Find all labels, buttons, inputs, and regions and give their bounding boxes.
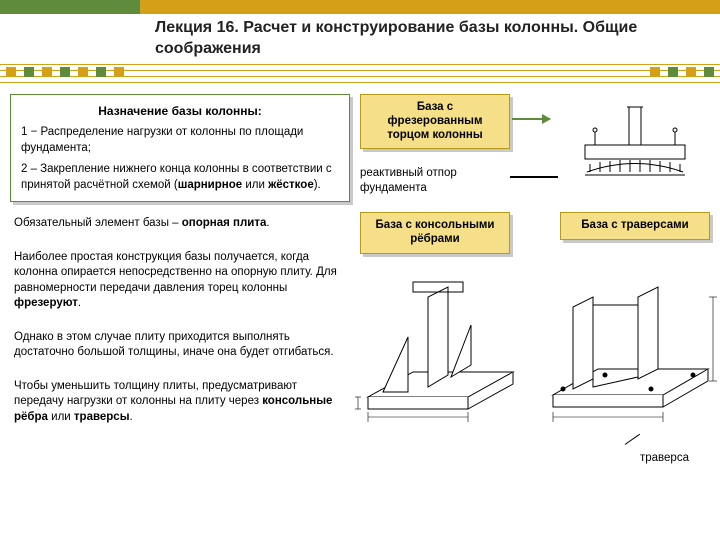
p1-pre: Обязательный элемент базы – — [14, 217, 182, 229]
p2-post: . — [78, 297, 81, 309]
p2-b: фрезеруют — [14, 297, 78, 309]
p4-post: . — [130, 411, 133, 423]
arrow-1 — [512, 118, 550, 120]
reactive-label: реактивный отпор фундамента — [360, 166, 510, 196]
header-stripe-gold — [140, 0, 720, 14]
purpose-item-1: 1 − Распределение нагрузки от колонны по… — [21, 125, 339, 156]
purpose-box: Назначение базы колонны: 1 − Распределен… — [10, 94, 350, 202]
paragraph-4: Чтобы уменьшить толщину плиты, предусмат… — [10, 373, 350, 432]
paragraph-2: Наиболее простая конструкция базы получа… — [10, 244, 350, 318]
reactive-pointer — [510, 176, 558, 178]
content-area: Назначение базы колонны: 1 − Распределен… — [10, 94, 710, 530]
p1-post: . — [266, 217, 269, 229]
purpose-item-2-b2: жёсткое — [268, 179, 314, 191]
purpose-heading: Назначение базы колонны: — [21, 103, 339, 119]
paragraph-1: Обязательный элемент базы – опорная плит… — [10, 210, 350, 238]
caption-ribs-base: База с консольными рёбрами — [360, 212, 510, 254]
diagram-ribs — [350, 274, 530, 444]
paragraph-3: Однако в этом случае плиту приходится вы… — [10, 324, 350, 367]
traverse-text-label: траверса — [640, 452, 689, 464]
header-ornament — [0, 60, 720, 84]
purpose-item-2-end: ). — [314, 179, 321, 191]
caption-milled-base: База с фрезерованным торцом колонны — [360, 94, 510, 149]
purpose-item-2-b1: шарнирное — [178, 179, 242, 191]
purpose-item-2-mid: или — [242, 179, 268, 191]
header: Лекция 16. Расчет и конструирование базы… — [0, 0, 720, 80]
page-title: Лекция 16. Расчет и конструирование базы… — [155, 18, 700, 60]
diagram-traverse — [540, 274, 720, 444]
p2-pre: Наиболее простая конструкция базы получа… — [14, 251, 337, 294]
caption-traverse-base: База с траверсами — [560, 212, 710, 240]
diagram-milled-base — [560, 94, 710, 184]
p4-pre: Чтобы уменьшить толщину плиты, предусмат… — [14, 380, 297, 408]
p1-b: опорная плита — [182, 217, 267, 229]
left-column: Назначение базы колонны: 1 − Распределен… — [10, 94, 350, 437]
header-stripe-green — [0, 0, 140, 14]
p4-b2: траверсы — [74, 411, 130, 423]
p4-mid: или — [48, 411, 74, 423]
purpose-item-2: 2 – Закрепление нижнего конца колонны в … — [21, 162, 339, 193]
